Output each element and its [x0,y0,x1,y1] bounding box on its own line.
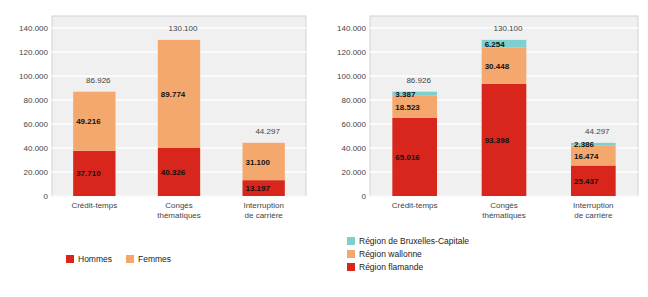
y-tick-label: 120.000 [19,48,48,57]
x-tick-label-line: Interruption [243,201,283,210]
y-tick-label: 80.000 [24,96,49,105]
data-labels: 65.016 93.398 25.437 18.523 30.448 16.474 3.38… [395,24,610,186]
figure: 0 20.000 40.000 60.000 80.000 100.000 120.000 1… [0,0,648,297]
bars [73,40,285,196]
bar-segment [243,180,285,196]
bar-segment [158,40,200,148]
data-label: 31.100 [246,158,271,167]
data-label: 30.448 [485,62,510,71]
total-label: 86.926 [86,76,111,85]
bar-segment [243,143,285,180]
x-tick-label: Congésthématiques [482,201,526,220]
chart-panel: 0 20.000 40.000 60.000 80.000 100.000 120.000 1… [337,16,638,272]
legend-swatch [66,255,74,263]
x-tick-label: Interruptionde carrière [243,201,283,220]
y-tick-label: 40.000 [342,144,367,153]
x-tick-label-line: de carrière [574,211,613,220]
x-tick-label-line: thématiques [157,211,201,220]
total-label: 86.926 [406,76,431,85]
x-tick-label: Crédit-temps [392,201,438,210]
x-tick-label-line: Interruption [573,201,613,210]
bar-segment [158,148,200,196]
legend-label: Hommes [78,254,112,264]
data-label: 3.387 [395,90,416,99]
x-tick-label-line: thématiques [482,211,526,220]
data-label: 65.016 [395,153,420,162]
legend-swatch [347,263,355,271]
y-tick-label: 120.000 [337,48,366,57]
y-tick-label: 80.000 [342,96,367,105]
data-label: 25.437 [574,177,599,186]
legend-label: Région de Bruxelles-Capitale [359,236,469,246]
total-label: 130.100 [494,24,523,33]
data-label: 49.216 [76,117,101,126]
y-tick-label: 60.000 [24,120,49,129]
legend: Hommes Femmes [66,254,171,264]
x-tick-label: Interruptionde carrière [573,201,613,220]
bar-segment [571,165,616,196]
legend-swatch [347,237,355,245]
bars [392,40,615,196]
y-tick-label: 40.000 [24,144,49,153]
x-tick-label-line: Crédit-temps [392,201,438,210]
y-tick-label: 100.000 [19,72,48,81]
y-tick-label: 140.000 [337,24,366,33]
y-tick-label: 60.000 [342,120,367,129]
total-label: 44.297 [585,127,610,136]
data-labels: 37.710 40.326 13.197 49.216 89.774 31.100 86.9… [76,24,280,193]
data-label: 89.774 [161,90,186,99]
y-tick-label: 100.000 [337,72,366,81]
y-tick-label: 20.000 [24,168,49,177]
data-label: 18.523 [395,103,420,112]
x-tick-label: Congésthématiques [157,201,201,220]
data-label: 93.398 [485,136,510,145]
chart-panel: 0 20.000 40.000 60.000 80.000 100.000 120.000 1… [19,16,306,264]
plot-background [370,16,638,196]
plot-background [52,16,306,196]
bar-segment [73,92,115,151]
legend-label: Région flamande [359,262,424,272]
x-tick-label-line: Crédit-temps [71,201,117,210]
legend-swatch [347,250,355,258]
x-tick-label-line: Congés [165,201,193,210]
data-label: 13.197 [246,184,271,193]
data-label: 40.326 [161,168,186,177]
x-tick-label-line: de carrière [245,211,284,220]
total-label: 44.297 [255,127,280,136]
bar-segment [73,151,115,196]
bar-segment [392,96,437,118]
data-label: 16.474 [574,152,599,161]
bar-segment [482,84,527,196]
legend-label: Région wallonne [359,249,422,259]
y-tick-label: 0 [44,192,49,201]
y-tick-label: 0 [362,192,367,201]
x-tick-label-line: Congés [490,201,518,210]
x-tick-label: Crédit-temps [71,201,117,210]
data-label: 6.254 [485,40,506,49]
y-tick-label: 140.000 [19,24,48,33]
data-label: 2.386 [574,140,595,149]
bar-segment [482,47,527,84]
y-tick-label: 20.000 [342,168,367,177]
legend-label: Femmes [138,254,171,264]
bar-segment [392,118,437,196]
legend: Région de Bruxelles-Capitale Région wallo… [347,236,469,272]
total-label: 130.100 [169,24,198,33]
data-label: 37.710 [76,169,101,178]
legend-swatch [126,255,134,263]
